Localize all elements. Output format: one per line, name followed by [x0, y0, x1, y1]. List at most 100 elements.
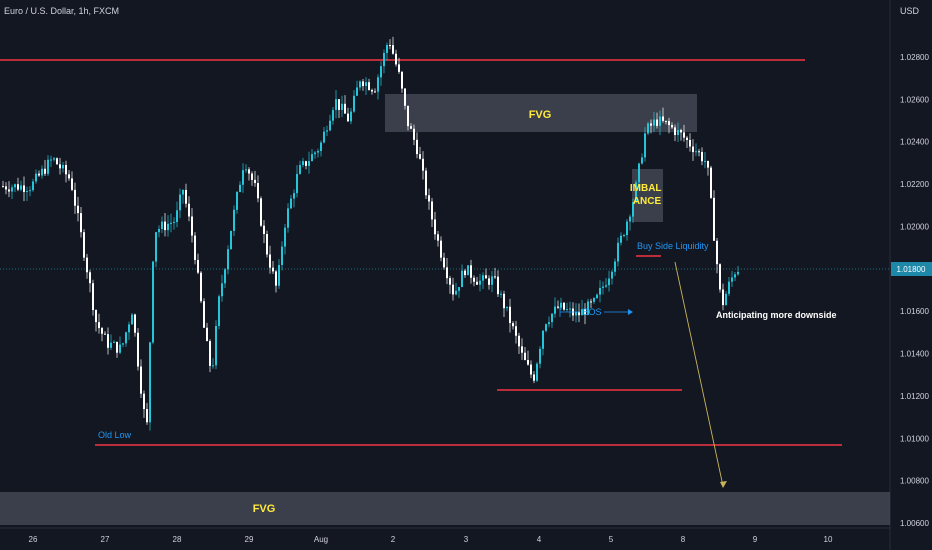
- candle-body: [38, 173, 40, 176]
- candle-body: [596, 294, 598, 299]
- candle-body: [443, 257, 445, 268]
- candle-body: [491, 276, 493, 285]
- candle-body: [539, 348, 541, 364]
- candle-body: [659, 116, 661, 126]
- candle-body: [5, 186, 7, 190]
- candle-body: [320, 142, 322, 151]
- candle-body: [557, 306, 559, 308]
- candle-body: [224, 269, 226, 284]
- candle-body: [602, 286, 604, 288]
- y-tick-label: 1.01400: [900, 350, 929, 359]
- candle-body: [584, 309, 586, 315]
- candle-body: [731, 277, 733, 282]
- candle-body: [275, 271, 277, 286]
- fvg-top-label: FVG: [529, 109, 552, 121]
- time-scale[interactable]: 26 27 28 29 Aug 2 3 4 5 8 9 10: [0, 527, 890, 544]
- candle-body: [470, 265, 472, 278]
- candle-body: [314, 152, 316, 155]
- candle-body: [185, 189, 187, 204]
- old-low-label: Old Low: [98, 430, 132, 440]
- candle-body: [677, 130, 679, 136]
- candle-body: [323, 131, 325, 143]
- candle-body: [446, 267, 448, 279]
- candle-body: [194, 235, 196, 260]
- y-tick-label: 1.02000: [900, 222, 929, 231]
- candle-body: [134, 314, 136, 333]
- candle-body: [371, 90, 373, 92]
- candle-body: [140, 366, 142, 394]
- candle-body: [176, 210, 178, 222]
- current-price-value: 1.01800: [897, 265, 926, 274]
- candle-body: [407, 105, 409, 127]
- candle-body: [23, 185, 25, 192]
- x-tick-label: 27: [101, 535, 110, 544]
- candle-body: [236, 192, 238, 210]
- candle-body: [290, 198, 292, 209]
- candle-body: [479, 280, 481, 285]
- buy-side-liquidity-label: Buy Side Liquidity: [637, 241, 709, 251]
- candle-body: [302, 161, 304, 166]
- candle-body: [737, 271, 739, 275]
- candle-body: [56, 158, 58, 165]
- imbalance-zone[interactable]: [632, 169, 663, 222]
- candle-body: [524, 352, 526, 361]
- y-tick-label: 1.00600: [900, 519, 929, 528]
- candle-body: [341, 103, 343, 110]
- candle-body: [29, 190, 31, 192]
- candle-body: [53, 158, 55, 160]
- x-tick-label: 5: [609, 535, 614, 544]
- candle-body: [212, 365, 214, 367]
- candle-body: [155, 232, 157, 262]
- candle-body: [98, 322, 100, 329]
- candle-body: [110, 342, 112, 348]
- candle-body: [518, 335, 520, 347]
- candle-body: [191, 216, 193, 236]
- candle-body: [8, 189, 10, 192]
- candle-body: [104, 333, 106, 335]
- projection-arrow-line[interactable]: [674, 261, 724, 487]
- candle-body: [233, 209, 235, 231]
- candle-body: [272, 267, 274, 272]
- candle-body: [125, 332, 127, 344]
- candle-body: [569, 308, 571, 310]
- candle-body: [473, 277, 475, 282]
- candle-body: [47, 159, 49, 174]
- candle-body: [332, 109, 334, 121]
- candle-body: [674, 127, 676, 136]
- candle-body: [653, 119, 655, 126]
- candle-body: [545, 324, 547, 331]
- candle-body: [680, 130, 682, 133]
- fvg-zone-top[interactable]: [385, 94, 697, 132]
- candle-body: [671, 125, 673, 128]
- candle-body: [26, 191, 28, 193]
- candle-body: [704, 160, 706, 162]
- candle-body: [380, 66, 382, 78]
- candle-body: [410, 126, 412, 129]
- candle-body: [80, 213, 82, 233]
- candle-body: [404, 88, 406, 106]
- candle-body: [59, 164, 61, 169]
- fvg-zone-bottom[interactable]: [0, 492, 890, 525]
- candle-body: [344, 103, 346, 114]
- candle-body: [656, 119, 658, 126]
- candle-body: [284, 227, 286, 247]
- candle-body: [554, 306, 556, 314]
- candle-body: [266, 233, 268, 255]
- candle-body: [119, 344, 121, 353]
- candle-body: [401, 71, 403, 89]
- candle-body: [296, 173, 298, 194]
- candle-body: [701, 151, 703, 162]
- candle-body: [560, 302, 562, 308]
- candle-body: [683, 132, 685, 138]
- x-tick-label: 29: [245, 535, 254, 544]
- candle-body: [308, 161, 310, 166]
- candle-body: [137, 332, 139, 367]
- y-tick-label: 1.02200: [900, 180, 929, 189]
- candle-body: [716, 240, 718, 265]
- candle-body: [257, 183, 259, 199]
- candle-body: [245, 169, 247, 171]
- candle-body: [179, 194, 181, 211]
- candle-body: [311, 154, 313, 162]
- bos-label: BOS: [582, 307, 601, 317]
